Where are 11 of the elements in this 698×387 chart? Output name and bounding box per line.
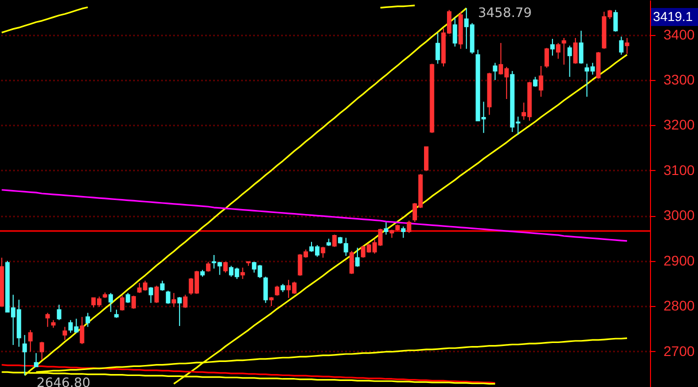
y-tick-label: 2700 <box>664 342 695 359</box>
text: 3419.1 <box>653 9 693 24</box>
y-tick-label: 3300 <box>664 72 695 88</box>
y-tick-label: 3400 <box>664 26 695 42</box>
y-tick-label: 3200 <box>664 116 695 133</box>
y-tick-label: 2800 <box>664 298 695 314</box>
annotation: 2646.80 <box>36 376 90 387</box>
y-tick-label: 3100 <box>664 162 695 178</box>
y-tick-label: 2900 <box>664 252 695 268</box>
annotation: 3458.79 <box>478 6 532 21</box>
y-tick-label: 3000 <box>664 207 695 224</box>
